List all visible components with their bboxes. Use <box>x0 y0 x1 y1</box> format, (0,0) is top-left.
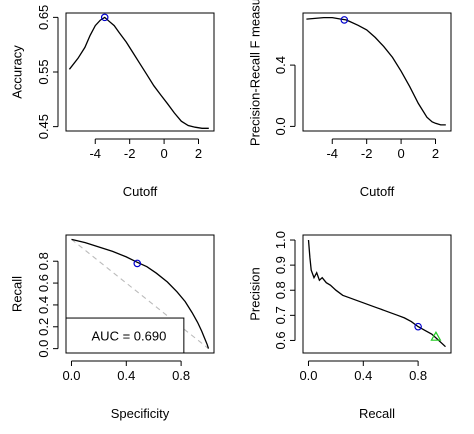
x-axis-ticks: 0.0 0.4 0.8 <box>299 360 427 383</box>
x-tick-label: 2 <box>432 146 439 161</box>
x-tick-label: -2 <box>124 146 136 161</box>
y-tick-label: 0.0 <box>273 117 288 135</box>
roc-panel: 0.0 0.4 0.8 0.0 0.2 0.4 0.6 0.8 AUC = 0.690 Sp… <box>10 234 215 421</box>
y-axis-ticks: 0.0 0.4 <box>273 56 296 135</box>
chance-diagonal <box>71 238 209 350</box>
y-axis-ticks: 0.6 0.7 0.8 0.9 1.0 <box>273 231 296 349</box>
green-triangle-marker <box>430 330 442 341</box>
y-axis-label: Precision <box>248 267 263 320</box>
y-tick-label: 0.2 <box>36 318 51 336</box>
accuracy-curve <box>68 16 209 129</box>
plot-frame <box>302 12 452 132</box>
y-tick-label: 0.4 <box>273 56 288 74</box>
y-tick-label: 0.65 <box>36 5 51 30</box>
y-tick-label: 0.6 <box>273 331 288 349</box>
x-axis-ticks: 0.0 0.4 0.8 <box>62 360 190 383</box>
optimal-cutoff-marker <box>414 322 422 331</box>
y-tick-label: 0.8 <box>273 281 288 299</box>
auc-annotation: AUC = 0.690 <box>92 329 167 344</box>
precision-recall-panel: 0.0 0.4 0.8 0.6 0.7 0.8 0.9 1.0 Recall Precisi… <box>248 231 452 421</box>
plot-frame <box>65 12 215 132</box>
y-axis-label: Accuracy <box>10 45 25 99</box>
x-tick-label: 0 <box>397 146 404 161</box>
y-tick-label: 0.0 <box>36 340 51 358</box>
y-axis-label: Recall <box>10 276 25 312</box>
x-tick-label: 0.0 <box>299 368 317 383</box>
x-axis-label: Cutoff <box>360 184 395 199</box>
optimal-cutoff-marker <box>100 13 109 22</box>
x-tick-label: 0.4 <box>354 368 372 383</box>
x-tick-label: 2 <box>195 146 202 161</box>
accuracy-panel: -4 -2 0 2 0.45 0.55 0.65 Cutoff Accuracy <box>10 5 215 199</box>
precision-recall-curve <box>307 239 446 348</box>
x-axis-ticks: -4 -2 0 2 <box>326 138 439 161</box>
x-tick-label: 0.4 <box>117 368 135 383</box>
y-tick-label: 0.4 <box>36 296 51 314</box>
y-tick-label: 0.8 <box>36 252 51 270</box>
plot-frame <box>302 234 452 354</box>
x-tick-label: 0 <box>160 146 167 161</box>
optimal-cutoff-marker <box>340 16 349 24</box>
roc-curve <box>71 238 210 349</box>
y-tick-label: 0.9 <box>273 256 288 274</box>
y-axis-ticks: 0.0 0.2 0.4 0.6 0.8 <box>36 252 59 358</box>
auc-box <box>65 317 185 354</box>
x-tick-label: -4 <box>89 146 101 161</box>
y-axis-ticks: 0.45 0.55 0.65 <box>36 5 59 139</box>
x-tick-label: -2 <box>361 146 373 161</box>
y-tick-label: 0.6 <box>36 274 51 292</box>
x-axis-ticks: -4 -2 0 2 <box>89 138 202 161</box>
x-tick-label: 0.8 <box>409 368 427 383</box>
x-axis-label: Recall <box>359 406 395 421</box>
y-axis-label: Precision-Recall F measu <box>248 0 263 146</box>
optimal-cutoff-marker <box>133 259 142 268</box>
x-tick-label: 0.0 <box>62 368 80 383</box>
y-tick-label: 1.0 <box>273 231 288 249</box>
x-axis-label: Cutoff <box>123 184 158 199</box>
x-tick-label: 0.8 <box>172 368 190 383</box>
y-tick-label: 0.45 <box>36 114 51 139</box>
x-tick-label: -4 <box>326 146 338 161</box>
f-measure-curve <box>306 16 446 126</box>
y-tick-label: 0.7 <box>273 306 288 324</box>
y-tick-label: 0.55 <box>36 59 51 84</box>
x-axis-label: Specificity <box>111 406 170 421</box>
f-measure-panel: -4 -2 0 2 0.0 0.4 Cutoff Precision-Recall F … <box>248 0 452 199</box>
